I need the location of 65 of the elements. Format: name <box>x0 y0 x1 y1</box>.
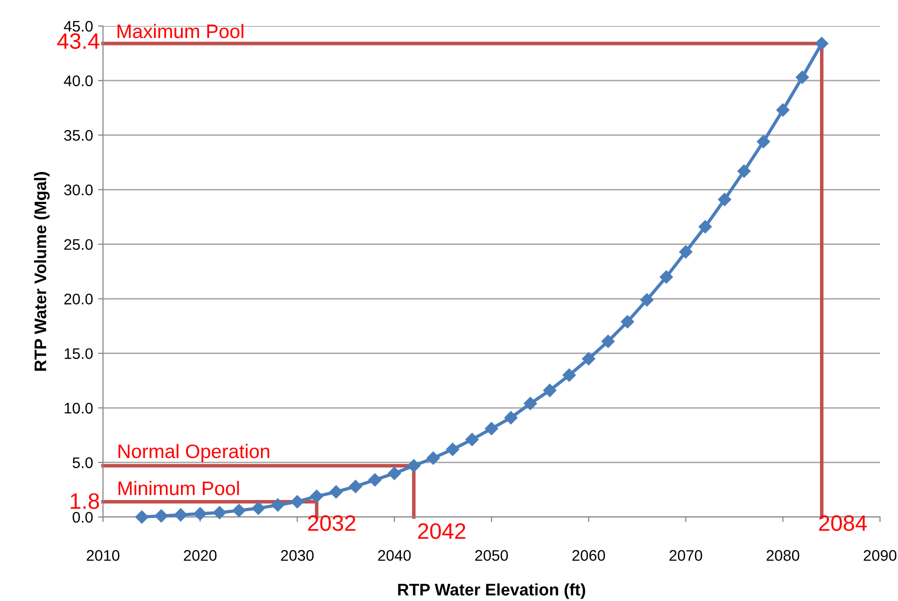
x-tick-label: 2060 <box>572 550 606 561</box>
point <box>465 432 479 446</box>
x-tick-label: 2080 <box>766 550 800 561</box>
y-tick-label: 35.0 <box>64 130 93 141</box>
y-tick-label: 20.0 <box>64 294 93 304</box>
point <box>446 442 460 456</box>
point <box>426 451 440 465</box>
y-tick-label: 40.0 <box>64 75 93 86</box>
point <box>543 384 556 398</box>
y-tick-label: 5.0 <box>72 457 93 468</box>
text: 2042 <box>418 523 466 539</box>
point <box>796 70 809 84</box>
point <box>815 36 828 50</box>
point <box>212 506 226 520</box>
y-tick-label: 10.0 <box>64 402 93 414</box>
x-tick-label: 2040 <box>378 550 411 561</box>
point <box>174 508 188 522</box>
x-tick-label: 2050 <box>475 550 508 561</box>
point <box>737 164 751 178</box>
point <box>484 422 498 436</box>
point <box>252 502 265 515</box>
y-tick-label: 30.0 <box>64 184 93 196</box>
point <box>601 334 615 348</box>
y-axis-title: RTP Water Volume (Mgal) <box>34 172 50 371</box>
point <box>135 510 148 524</box>
point <box>407 459 420 472</box>
point <box>388 466 401 480</box>
annotation: 2032 <box>308 515 356 531</box>
point <box>582 352 596 366</box>
point <box>718 192 732 206</box>
x-tick-label: 2090 <box>864 550 896 561</box>
annotation: 2084 <box>819 515 867 531</box>
x-tick-label: 2020 <box>184 550 217 561</box>
y-tick-label: 45.0 <box>64 20 93 32</box>
x-tick-label: 2070 <box>670 550 702 561</box>
text: 43.4 <box>57 33 100 49</box>
point <box>524 396 537 410</box>
point <box>562 368 576 382</box>
point <box>368 473 382 486</box>
text: 1.8 <box>70 493 100 509</box>
point <box>290 495 304 508</box>
annotation: Minimum Pool <box>118 480 239 496</box>
x-axis-title: RTP Water Elevation (ft) <box>398 583 586 599</box>
point <box>154 509 168 522</box>
point <box>310 490 324 503</box>
x-tick-label: 2030 <box>281 550 314 561</box>
point <box>679 245 692 258</box>
point <box>232 504 246 518</box>
x-tick-label: 2010 <box>86 550 120 561</box>
y-tick-label: 25.0 <box>64 239 93 250</box>
annotation: Maximum Pool <box>118 24 244 38</box>
annotation: Normal Operation <box>118 444 270 462</box>
point <box>620 315 634 328</box>
point <box>660 270 673 284</box>
point <box>271 498 284 512</box>
y-tick-label: 15.0 <box>64 348 93 360</box>
point <box>640 293 654 306</box>
point <box>348 480 362 494</box>
point <box>504 411 518 424</box>
y-tick-label: 0.0 <box>72 512 93 523</box>
point <box>698 220 712 234</box>
point <box>776 103 790 117</box>
point <box>330 485 343 498</box>
point <box>194 507 207 520</box>
point <box>756 135 770 148</box>
